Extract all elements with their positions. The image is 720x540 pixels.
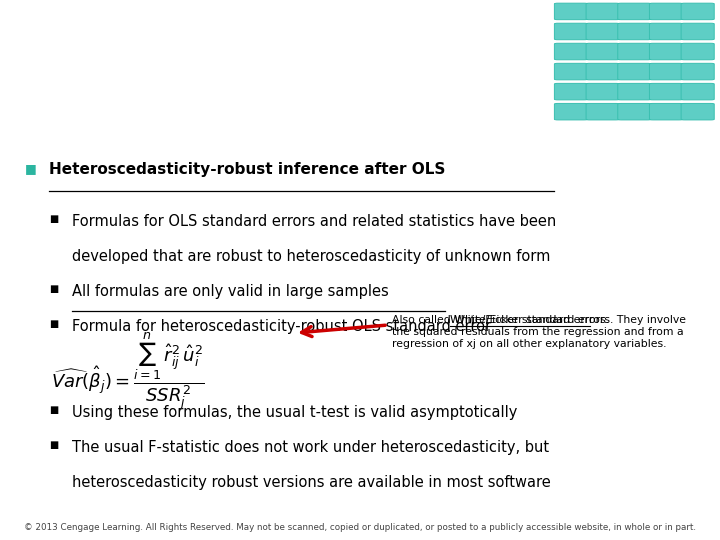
FancyBboxPatch shape [649,63,683,80]
Text: heteroscedasticity robust versions are available in most software: heteroscedasticity robust versions are a… [72,475,551,490]
Text: $\widehat{Var}(\hat{\beta}_j) = \dfrac{\sum_{i=1}^{n}\,\hat{r}_{ij}^{2}\,\hat{u}: $\widehat{Var}(\hat{\beta}_j) = \dfrac{\… [52,330,205,412]
FancyBboxPatch shape [554,104,588,120]
FancyBboxPatch shape [618,23,651,40]
FancyBboxPatch shape [681,104,714,120]
Text: ■: ■ [49,319,58,329]
Text: Heteroscedasticity: Heteroscedasticity [22,80,344,110]
FancyBboxPatch shape [649,104,683,120]
FancyBboxPatch shape [681,23,714,40]
FancyBboxPatch shape [681,63,714,80]
Text: All formulas are only valid in large samples: All formulas are only valid in large sam… [72,285,389,299]
Text: ■: ■ [49,440,58,450]
FancyBboxPatch shape [554,3,588,19]
Text: ■: ■ [49,405,58,415]
Text: Formula for heteroscedasticity-robust OLS standard error: Formula for heteroscedasticity-robust OL… [72,319,491,334]
FancyBboxPatch shape [586,3,619,19]
FancyBboxPatch shape [649,83,683,100]
FancyBboxPatch shape [554,43,588,60]
Text: ■: ■ [25,162,37,175]
FancyBboxPatch shape [618,3,651,19]
FancyBboxPatch shape [649,3,683,19]
Text: © 2013 Cengage Learning. All Rights Reserved. May not be scanned, copied or dupl: © 2013 Cengage Learning. All Rights Rese… [24,523,696,531]
Text: White/Eicker standard errors.: White/Eicker standard errors. [450,315,609,325]
FancyBboxPatch shape [618,83,651,100]
Text: Also called White/Eicker standard errors. They involve: Also called White/Eicker standard errors… [392,315,686,325]
FancyBboxPatch shape [554,23,588,40]
FancyBboxPatch shape [586,104,619,120]
FancyBboxPatch shape [681,3,714,19]
Text: ■: ■ [49,214,58,225]
Text: developed that are robust to heteroscedasticity of unknown form: developed that are robust to heterosceda… [72,249,550,265]
Text: the squared residuals from the regression and from a: the squared residuals from the regressio… [392,327,683,337]
Text: Multiple Regression Analysis:: Multiple Regression Analysis: [22,26,530,55]
FancyBboxPatch shape [618,63,651,80]
FancyBboxPatch shape [586,63,619,80]
FancyBboxPatch shape [681,83,714,100]
Text: Heteroscedasticity-robust inference after OLS: Heteroscedasticity-robust inference afte… [49,162,446,177]
Text: Formulas for OLS standard errors and related statistics have been: Formulas for OLS standard errors and rel… [72,214,557,230]
FancyBboxPatch shape [586,83,619,100]
FancyBboxPatch shape [649,43,683,60]
FancyBboxPatch shape [618,104,651,120]
FancyBboxPatch shape [586,23,619,40]
FancyBboxPatch shape [681,43,714,60]
FancyBboxPatch shape [618,43,651,60]
FancyBboxPatch shape [649,23,683,40]
FancyBboxPatch shape [554,83,588,100]
FancyBboxPatch shape [554,63,588,80]
Text: ■: ■ [49,285,58,294]
Text: regression of xj on all other explanatory variables.: regression of xj on all other explanator… [392,339,667,349]
Text: Using these formulas, the usual t-test is valid asymptotically: Using these formulas, the usual t-test i… [72,405,518,420]
FancyBboxPatch shape [586,43,619,60]
Text: The usual F-statistic does not work under heteroscedasticity, but: The usual F-statistic does not work unde… [72,440,549,455]
